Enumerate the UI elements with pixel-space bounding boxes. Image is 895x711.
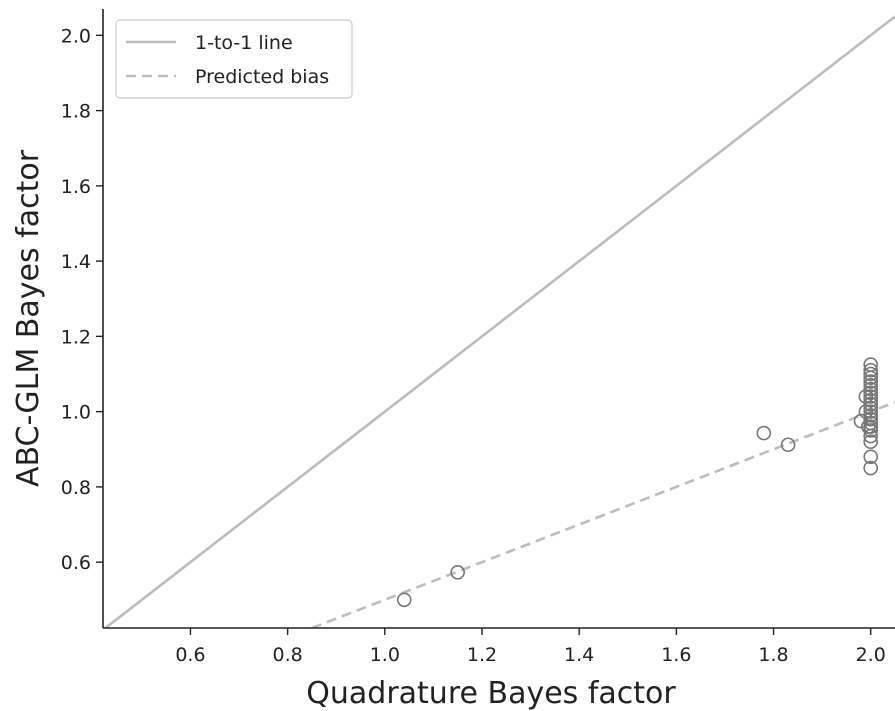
data-point [782,438,795,451]
x-tick-label: 0.8 [273,644,303,666]
x-axis-label: Quadrature Bayes factor [306,676,676,711]
y-tick-label: 1.2 [61,326,91,348]
legend-entry-1to1: 1-to-1 line [195,32,293,54]
y-axis-label: ABC-GLM Bayes factor [11,149,46,487]
y-tick-label: 1.6 [61,176,91,198]
x-tick-label: 0.6 [175,644,205,666]
x-tick-label: 1.6 [661,644,691,666]
y-tick-label: 0.6 [61,552,91,574]
one-to-one-line [103,17,895,630]
y-tick-label: 1.8 [61,101,91,123]
data-point [398,593,411,606]
y-tick-label: 0.8 [61,477,91,499]
ticks: 0.6 0.8 1.0 1.2 1.4 1.6 1.8 2.0 0.6 0.8 1.0 1.2 1.4 1… [61,25,886,666]
reference-lines [103,17,895,709]
y-tick-label: 1.0 [61,402,91,424]
legend: 1-to-1 line Predicted bias [116,20,352,98]
legend-entry-predicted-bias: Predicted bias [195,66,329,88]
x-tick-label: 1.8 [758,644,788,666]
data-points [398,358,877,606]
x-tick-label: 2.0 [856,644,886,666]
y-tick-label: 2.0 [61,25,91,47]
x-tick-label: 1.4 [564,644,594,666]
x-tick-label: 1.0 [370,644,400,666]
data-point [757,427,770,440]
x-tick-label: 1.2 [467,644,497,666]
axes [103,9,895,628]
y-tick-label: 1.4 [61,251,91,273]
